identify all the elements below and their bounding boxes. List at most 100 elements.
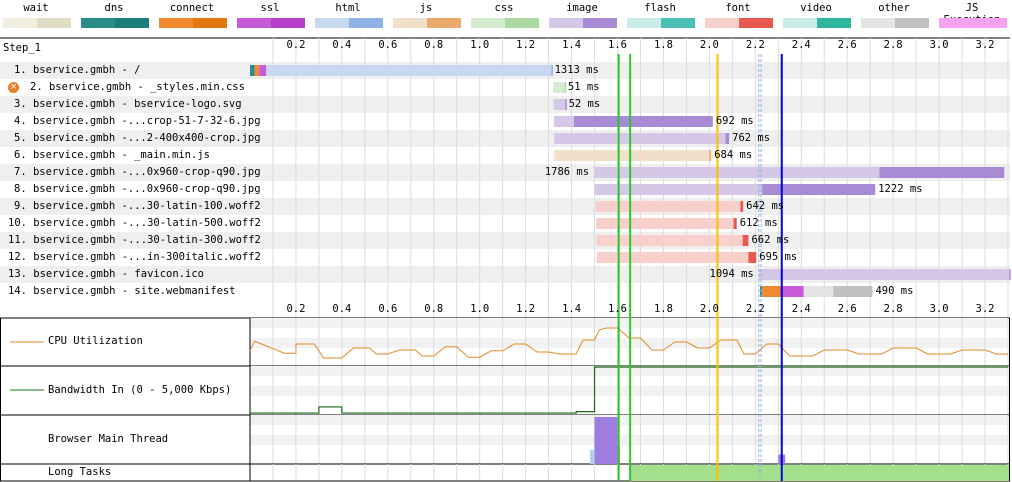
x-tick-label: 0.8: [424, 39, 444, 51]
request-label: 2. bservice.gmbh - _styles.min.css: [30, 81, 245, 93]
request-duration: 662 ms: [751, 234, 790, 246]
request-bar-connection: [780, 286, 804, 297]
legend-label: html: [335, 2, 361, 14]
legend-item: wait: [0, 0, 72, 32]
legend-item: JS Execution: [936, 0, 1008, 32]
main-thread-activity: [589, 449, 595, 464]
request-bar-wait: [250, 65, 552, 76]
x-tick-label: 2.8: [883, 39, 903, 51]
x-tick-label: 2.4: [791, 303, 811, 315]
row-stripe: [0, 96, 1010, 113]
request-bar-connection: [259, 65, 267, 76]
request-label: 10. bservice.gmbh -...30-latin-500.woff2: [8, 217, 261, 229]
x-tick-label: 1.8: [653, 303, 673, 315]
panel-band: [250, 435, 1008, 445]
x-tick-label: 2.6: [837, 39, 857, 51]
x-tick-label: 2.2: [745, 39, 765, 51]
request-bar-wait: [596, 252, 749, 263]
request-label: 3. bservice.gmbh - bservice-logo.svg: [14, 98, 242, 110]
legend-item: css: [468, 0, 540, 32]
request-duration: 762 ms: [732, 132, 771, 144]
request-bar-wait: [758, 269, 1010, 280]
request-bar-wait: [553, 116, 574, 127]
legend-swatch: [705, 18, 773, 28]
request-bar-download: [742, 235, 749, 246]
request-bar-connection: [762, 286, 781, 297]
x-tick-label: 1.0: [470, 303, 490, 315]
request-bar-wait: [594, 184, 763, 195]
request-duration: 695 ms: [759, 251, 798, 263]
row-stripe: [0, 198, 1010, 215]
x-tick-label: 1.0: [470, 39, 490, 51]
x-tick-label: 0.6: [378, 39, 398, 51]
request-duration: 1222 ms: [878, 183, 923, 195]
request-bar-wait: [596, 218, 734, 229]
request-bar-download: [709, 150, 712, 161]
request-duration: 51 ms: [567, 81, 600, 93]
request-label: 9. bservice.gmbh -...30-latin-100.woff2: [14, 200, 261, 212]
legend-label: flash: [644, 2, 676, 14]
legend-swatch: [81, 18, 149, 28]
x-tick-label: 1.4: [562, 39, 582, 51]
legend-label: video: [800, 2, 832, 14]
request-bar-download: [833, 286, 873, 297]
legend-item: ssl: [234, 0, 306, 32]
panel-label-cpu: CPU Utilization: [48, 335, 143, 347]
x-tick-label: 2.0: [699, 39, 719, 51]
x-tick-label: 0.4: [332, 39, 352, 51]
x-tick-label: 0.2: [286, 303, 306, 315]
request-duration: 612 ms: [739, 217, 778, 229]
request-bar-wait: [554, 150, 710, 161]
x-tick-label: 1.4: [562, 303, 582, 315]
request-duration: 692 ms: [715, 115, 754, 127]
legend-item: js: [390, 0, 462, 32]
x-tick-label: 2.8: [883, 303, 903, 315]
panel-band: [250, 386, 1008, 396]
cpu-utilization-line: [249, 327, 1008, 359]
legend-swatch: [783, 18, 851, 28]
legend-item: video: [780, 0, 852, 32]
legend-swatch: [471, 18, 539, 28]
request-label: 11. bservice.gmbh -...30-latin-300.woff2: [8, 234, 261, 246]
request-duration: 1094 ms: [709, 268, 754, 280]
request-bar-download: [762, 184, 876, 195]
main-thread-activity: [594, 417, 618, 464]
request-bar-download: [565, 99, 567, 110]
request-bar-download: [733, 218, 737, 229]
x-tick-label: 1.6: [608, 39, 627, 51]
request-bar-download: [748, 252, 757, 263]
panel-band: [250, 415, 1008, 425]
legend-label: css: [494, 2, 514, 14]
request-label: 4. bservice.gmbh -...crop-51-7-32-6.jpg: [14, 115, 261, 127]
x-tick-label: 0.6: [378, 303, 398, 315]
legend-item: html: [312, 0, 384, 32]
request-duration: 684 ms: [714, 149, 753, 161]
legend-swatch: [237, 18, 305, 28]
request-bar-wait: [595, 201, 741, 212]
panel-label-long_tasks: Long Tasks: [48, 465, 112, 478]
legend-swatch: [3, 18, 71, 28]
request-bar-download: [725, 133, 730, 144]
legend-item: dns: [78, 0, 150, 32]
request-label: 6. bservice.gmbh - _main.min.js: [14, 149, 210, 161]
legend-item: font: [702, 0, 774, 32]
panel-band: [250, 366, 1008, 376]
request-duration: 1786 ms: [544, 166, 590, 178]
request-bar-wait: [594, 167, 880, 178]
request-duration: 642 ms: [746, 200, 785, 212]
request-bar-download: [551, 65, 553, 76]
x-tick-label: 2.4: [791, 39, 811, 51]
x-tick-label: 2.2: [745, 303, 765, 315]
x-tick-label: 1.2: [516, 39, 536, 51]
legend-swatch: [549, 18, 617, 28]
request-bar-download: [1009, 269, 1011, 280]
x-tick-label: 1.6: [608, 303, 627, 315]
row-stripe: [0, 232, 1010, 249]
x-tick-label: 1.8: [653, 39, 673, 51]
x-tick-label: 0.4: [332, 303, 352, 315]
panel-label-main_thread: Browser Main Thread: [48, 432, 169, 445]
x-tick-label: 2.0: [699, 303, 719, 315]
panel-band: [250, 338, 1008, 348]
bandwidth-line: [250, 366, 1008, 414]
